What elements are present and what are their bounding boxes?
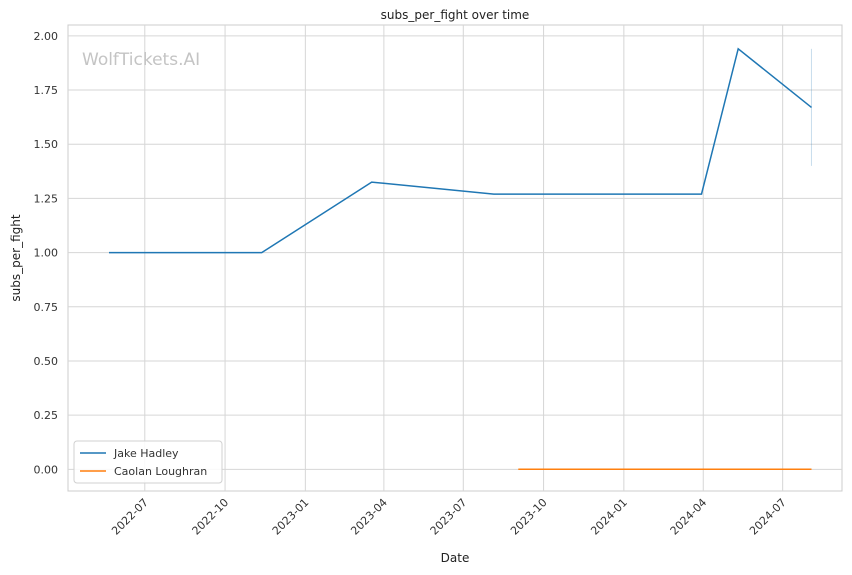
watermark: WolfTickets.AI <box>82 50 200 70</box>
legend-label-0: Jake Hadley <box>113 447 179 460</box>
y-tick-label: 2.00 <box>34 30 59 43</box>
x-tick-label: 2023-07 <box>428 496 470 538</box>
x-tick-label: 2022-10 <box>189 496 231 538</box>
y-tick-label: 0.75 <box>34 301 59 314</box>
x-tick-label: 2024-01 <box>588 496 630 538</box>
series-layer <box>109 47 812 471</box>
x-tick-label: 2023-10 <box>508 496 550 538</box>
x-tick-label: 2022-07 <box>109 496 151 538</box>
y-tick-label: 1.25 <box>34 192 59 205</box>
plot-area <box>67 24 843 492</box>
y-tick-label: 0.50 <box>34 355 59 368</box>
x-tick-label: 2023-04 <box>348 496 390 538</box>
y-axis-ticks: 0.00 0.25 0.50 0.75 1.00 1.25 1.50 1.75 2.00 <box>34 30 59 476</box>
y-tick-label: 0.00 <box>34 463 59 476</box>
y-tick-label: 1.75 <box>34 84 59 97</box>
y-axis-title: subs_per_fight <box>9 214 23 301</box>
legend-label-1: Caolan Loughran <box>114 465 207 478</box>
legend: Jake Hadley Caolan Loughran <box>73 440 223 484</box>
y-tick-label: 1.00 <box>34 247 59 260</box>
x-tick-label: 2023-01 <box>270 496 312 538</box>
x-tick-label: 2024-04 <box>668 496 710 538</box>
legend-box <box>73 440 223 484</box>
series-line-0 <box>109 47 812 254</box>
x-axis-title: Date <box>441 551 470 565</box>
x-axis-ticks: 2022-07 2022-10 2023-01 2023-04 2023-07 2023-… <box>109 496 789 538</box>
x-tick-label: 2024-07 <box>747 496 789 538</box>
chart-title: subs_per_fight over time <box>381 8 530 22</box>
y-tick-label: 0.25 <box>34 409 59 422</box>
y-tick-label: 1.50 <box>34 138 59 151</box>
